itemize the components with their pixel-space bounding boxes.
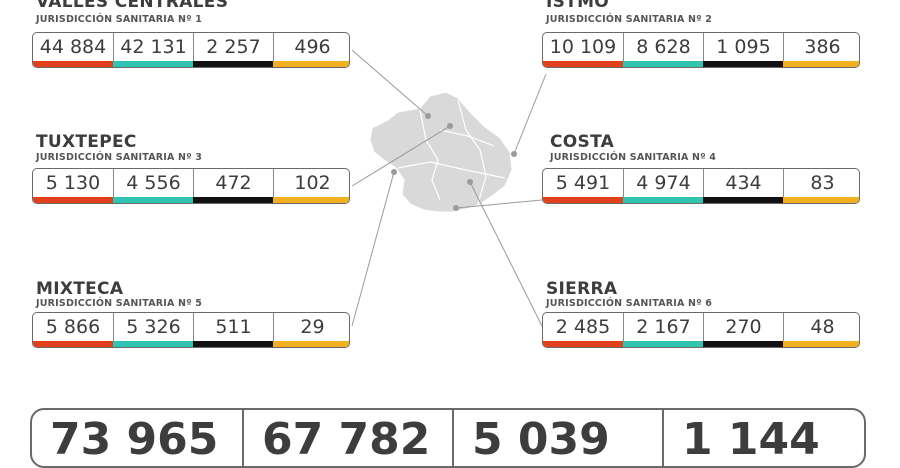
color-bar-yellow — [783, 341, 859, 347]
total-value: 1 144 — [662, 410, 864, 466]
stat-value: 472 — [193, 169, 273, 203]
region-subtitle-tuxtepec: JURISDICCIÓN SANITARIA Nº 3 — [36, 152, 203, 163]
stat-value: 8 628 — [623, 33, 703, 67]
region-subtitle-costa: JURISDICCIÓN SANITARIA Nº 4 — [550, 152, 717, 163]
stat-value: 2 167 — [623, 313, 703, 347]
stat-value: 496 — [273, 33, 349, 67]
region-stats-mixteca: 5 866 5 326 511 29 — [32, 312, 350, 348]
color-bar-black — [703, 341, 783, 347]
region-stats-costa: 5 491 4 974 434 83 — [542, 168, 860, 204]
color-bar-yellow — [273, 341, 349, 347]
stat-value: 5 130 — [45, 172, 101, 194]
stat-value: 42 131 — [113, 33, 193, 67]
region-name-mixteca: MIXTECA — [36, 279, 124, 299]
region-stats-valles-centrales: 44 884 42 131 2 257 496 — [32, 32, 350, 68]
color-bar-orange — [543, 341, 623, 347]
color-bar-yellow — [783, 197, 859, 203]
total-value: 5 039 — [452, 410, 662, 466]
color-bar-black — [193, 197, 273, 203]
stat-value: 102 — [273, 169, 349, 203]
color-bar-orange — [33, 197, 113, 203]
color-bar-orange — [33, 341, 113, 347]
color-bar-yellow — [273, 197, 349, 203]
color-bar-yellow — [783, 61, 859, 67]
total-value: 73 965 — [50, 414, 219, 465]
color-bar-yellow — [273, 61, 349, 67]
map-shape — [369, 91, 513, 213]
color-bar-teal — [113, 341, 193, 347]
region-name-sierra: SIERRA — [546, 279, 618, 299]
stat-value: 270 — [703, 313, 783, 347]
color-bar-orange — [33, 61, 113, 67]
stat-value: 29 — [273, 313, 349, 347]
color-bar-orange — [543, 197, 623, 203]
stat-value: 5 491 — [555, 172, 611, 194]
stat-value: 10 109 — [549, 36, 617, 58]
region-stats-istmo: 10 109 8 628 1 095 386 — [542, 32, 860, 68]
total-value: 67 782 — [242, 410, 452, 466]
color-bar-teal — [623, 61, 703, 67]
stat-value: 434 — [703, 169, 783, 203]
region-subtitle-mixteca: JURISDICCIÓN SANITARIA Nº 5 — [36, 298, 203, 309]
oaxaca-map — [351, 49, 547, 327]
region-name-tuxtepec: TUXTEPEC — [36, 132, 137, 152]
color-bar-black — [703, 61, 783, 67]
connector-lines — [351, 49, 547, 327]
color-bar-black — [193, 61, 273, 67]
color-bar-teal — [113, 197, 193, 203]
stat-value: 4 974 — [623, 169, 703, 203]
region-stats-sierra: 2 485 2 167 270 48 — [542, 312, 860, 348]
stat-value: 5 326 — [113, 313, 193, 347]
region-subtitle-istmo: JURISDICCIÓN SANITARIA Nº 2 — [546, 14, 713, 25]
stat-value: 4 556 — [113, 169, 193, 203]
stat-value: 511 — [193, 313, 273, 347]
stat-value: 1 095 — [703, 33, 783, 67]
stat-value: 2 485 — [555, 316, 611, 338]
stat-value: 44 884 — [39, 36, 107, 58]
stat-value: 5 866 — [45, 316, 101, 338]
color-bar-orange — [543, 61, 623, 67]
region-subtitle-sierra: JURISDICCIÓN SANITARIA Nº 6 — [546, 298, 713, 309]
color-bar-black — [703, 197, 783, 203]
region-name-valles-centrales: VALLES CENTRALES — [36, 0, 229, 12]
color-bar-black — [193, 341, 273, 347]
region-name-istmo: ISTMO — [546, 0, 610, 12]
stat-value: 48 — [783, 313, 859, 347]
color-bar-teal — [623, 197, 703, 203]
color-bar-teal — [113, 61, 193, 67]
region-stats-tuxtepec: 5 130 4 556 472 102 — [32, 168, 350, 204]
connector-dots — [391, 113, 517, 211]
region-subtitle-valles-centrales: JURISDICCIÓN SANITARIA Nº 1 — [36, 14, 203, 25]
stat-value: 386 — [783, 33, 859, 67]
totals-box: 73 965 67 782 5 039 1 144 — [30, 408, 866, 468]
color-bar-teal — [623, 341, 703, 347]
stat-value: 83 — [783, 169, 859, 203]
stat-value: 2 257 — [193, 33, 273, 67]
region-name-costa: COSTA — [550, 132, 615, 152]
